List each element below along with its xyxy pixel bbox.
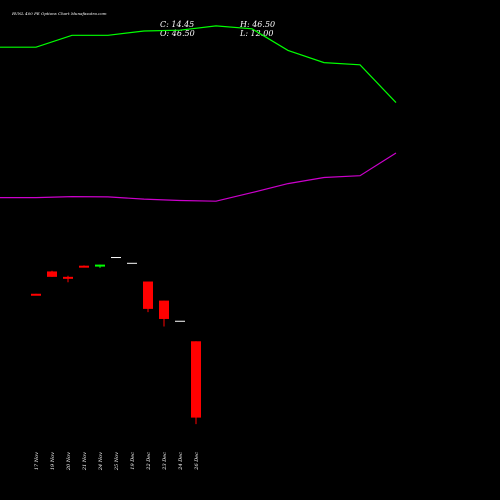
x-tick-label: 20 Nov (66, 452, 72, 471)
lower-band-line (0, 152, 397, 202)
x-tick-label: 21 Nov (82, 452, 88, 471)
candle-body (127, 262, 137, 264)
x-tick-label: 23 Dec (162, 452, 168, 471)
x-tick-label: 24 Dec (178, 452, 184, 471)
candle-body (95, 264, 105, 267)
candle-body (159, 300, 169, 319)
candle-body (175, 320, 185, 322)
candle-body (31, 293, 41, 296)
low-value: L: 12.00 (240, 29, 274, 38)
x-tick-label: 19 Dec (130, 452, 136, 470)
x-tick-label: 24 Nov (98, 452, 104, 471)
x-tick-label: 26 Dec (194, 452, 200, 471)
x-tick-label: 25 Nov (114, 452, 120, 471)
close-value: C: 14.45 (160, 20, 195, 29)
high-value: H: 46.50 (240, 20, 276, 29)
open-value: O: 46.50 (160, 29, 195, 38)
candle-body (111, 257, 121, 259)
x-tick-label: 19 Nov (50, 452, 56, 470)
chart-title: RVNL 400 PE Options Chart Munafasutra.co… (12, 11, 107, 16)
upper-band-line (0, 25, 397, 104)
x-tick-label: 17 Nov (34, 452, 40, 470)
candle-body (191, 341, 201, 418)
candle-body (47, 271, 57, 277)
x-tick-label: 22 Dec (146, 452, 152, 471)
candle-body (63, 276, 73, 279)
candle-body (79, 265, 89, 268)
candle-body (143, 281, 153, 309)
